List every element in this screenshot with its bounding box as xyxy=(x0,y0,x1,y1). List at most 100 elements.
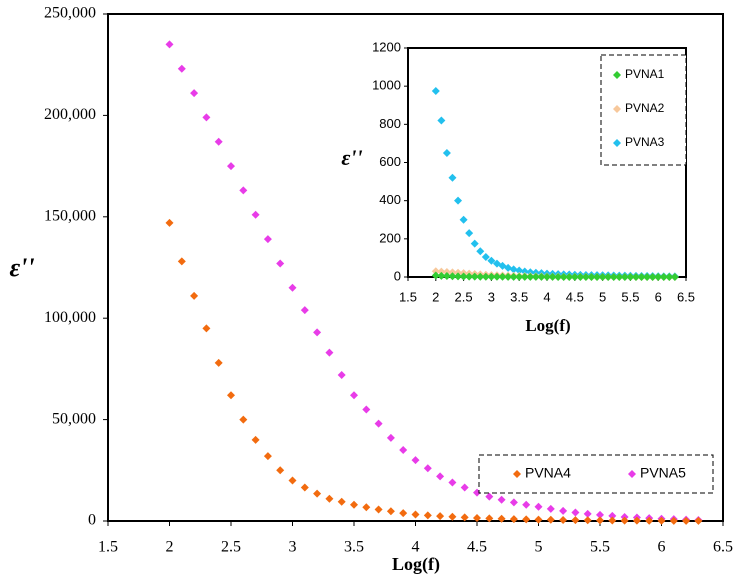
marker xyxy=(300,306,309,315)
x-tick-label: 4 xyxy=(543,289,550,304)
marker xyxy=(460,483,469,492)
x-tick-label: 1.5 xyxy=(399,289,417,304)
marker xyxy=(177,257,186,266)
x-tick-label: 5.5 xyxy=(621,289,639,304)
marker xyxy=(682,516,691,525)
legend-label: PVNA5 xyxy=(640,465,686,481)
marker xyxy=(608,511,617,520)
marker xyxy=(504,272,513,281)
marker xyxy=(509,498,518,507)
marker xyxy=(276,259,285,268)
marker xyxy=(263,235,272,244)
marker xyxy=(239,415,248,424)
legend-label: PVNA2 xyxy=(625,101,665,115)
marker xyxy=(362,503,371,512)
marker xyxy=(251,210,260,219)
marker xyxy=(522,500,531,509)
legend-label: PVNA1 xyxy=(625,67,665,81)
y-tick-label: 0 xyxy=(88,512,96,529)
marker xyxy=(620,516,629,525)
marker xyxy=(423,511,432,520)
marker xyxy=(399,509,408,518)
x-tick-label: 5.5 xyxy=(590,539,610,556)
marker xyxy=(448,272,457,281)
x-tick-label: 5 xyxy=(535,539,543,556)
marker xyxy=(386,507,395,516)
marker xyxy=(520,272,529,281)
marker xyxy=(615,272,624,281)
marker xyxy=(665,272,674,281)
x-tick-label: 2.5 xyxy=(221,539,241,556)
marker xyxy=(659,272,668,281)
x-tick-label: 4.5 xyxy=(467,539,487,556)
marker xyxy=(648,272,657,281)
marker xyxy=(522,515,531,524)
x-tick-label: 4 xyxy=(412,539,420,556)
marker xyxy=(504,263,513,272)
marker xyxy=(476,272,485,281)
marker xyxy=(337,370,346,379)
y-tick-label: 250,000 xyxy=(44,5,96,22)
marker xyxy=(631,272,640,281)
marker xyxy=(587,272,596,281)
marker xyxy=(202,324,211,333)
marker xyxy=(350,391,358,400)
x-tick-label: 3 xyxy=(289,539,297,556)
y-axis-label: ε'' xyxy=(9,253,34,282)
marker xyxy=(593,272,602,281)
marker xyxy=(565,272,574,281)
marker xyxy=(288,476,297,485)
marker xyxy=(637,272,646,281)
marker xyxy=(190,291,199,300)
y-tick-label: 400 xyxy=(379,192,401,207)
marker xyxy=(459,272,468,281)
marker xyxy=(442,148,451,157)
marker xyxy=(411,510,420,519)
legend-marker xyxy=(613,139,621,147)
x-tick-label: 3.5 xyxy=(510,289,528,304)
marker xyxy=(437,267,446,276)
marker xyxy=(534,502,543,511)
marker xyxy=(165,218,174,227)
marker xyxy=(448,173,457,182)
marker xyxy=(202,113,211,122)
marker xyxy=(670,272,679,281)
marker xyxy=(497,495,506,504)
marker xyxy=(526,272,535,281)
marker xyxy=(276,466,285,475)
marker xyxy=(515,272,524,281)
marker xyxy=(583,516,592,525)
marker xyxy=(386,433,395,442)
marker xyxy=(214,358,223,367)
marker xyxy=(596,516,604,525)
y-tick-label: 150,000 xyxy=(44,207,96,224)
marker xyxy=(214,137,223,146)
marker xyxy=(442,268,451,277)
marker xyxy=(537,272,546,281)
marker xyxy=(313,328,322,337)
marker xyxy=(604,272,613,281)
marker xyxy=(570,272,579,281)
marker xyxy=(694,516,703,525)
x-tick-label: 5 xyxy=(599,289,606,304)
marker xyxy=(571,508,580,517)
marker xyxy=(465,229,474,238)
marker xyxy=(481,272,490,281)
legend-label: PVNA4 xyxy=(525,465,571,481)
marker xyxy=(632,516,641,525)
marker xyxy=(583,509,592,518)
marker xyxy=(576,272,585,281)
marker xyxy=(431,267,440,276)
y-tick-label: 1000 xyxy=(372,78,401,93)
chart: 1.5 2 2.5 3 3.5 4 4.5 5 5.5 6 6.5 0 50,000 100,000 150… xyxy=(9,5,733,575)
marker xyxy=(350,500,358,509)
x-tick-label: 6 xyxy=(658,539,666,556)
y-tick-label: 600 xyxy=(379,154,401,169)
x-tick-label: 6.5 xyxy=(713,539,733,556)
marker xyxy=(534,515,543,524)
y-axis-label: ε'' xyxy=(341,145,362,170)
x-axis-label: Log(f) xyxy=(392,554,440,575)
marker xyxy=(487,256,496,265)
marker xyxy=(657,516,666,525)
